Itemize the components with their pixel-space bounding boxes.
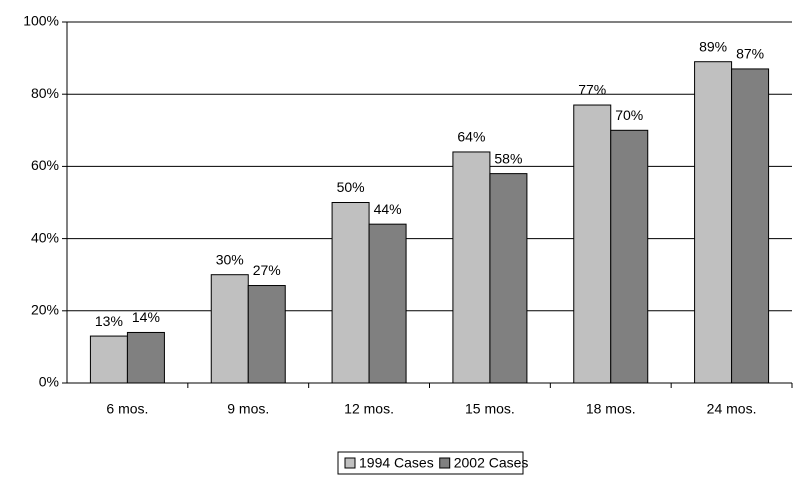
value-label: 30% [216,251,244,267]
x-tick-label: 15 mos. [465,401,515,417]
value-label: 58% [494,150,522,166]
x-tick-label: 18 mos. [586,401,636,417]
bar [331,202,370,384]
bar [126,331,165,384]
value-label: 13% [95,313,123,329]
x-tick-label: 6 mos. [106,401,148,417]
bar [210,274,249,384]
bar [610,129,649,384]
y-tick-label: 40% [31,229,59,245]
y-tick-label: 80% [31,85,59,101]
y-tick-label: 20% [31,302,59,318]
value-label: 87% [736,46,764,62]
bar [89,335,128,384]
legend-swatch [344,457,356,469]
x-tick-label: 24 mos. [707,401,757,417]
bar [368,223,407,384]
x-tick-label: 12 mos. [344,401,394,417]
x-tick-label: 9 mos. [227,401,269,417]
y-tick-label: 0% [39,374,59,390]
bar [489,173,528,384]
bar [731,68,770,384]
value-label: 77% [578,82,606,98]
legend-label: 2002 Cases [454,455,529,471]
value-label: 44% [374,201,402,217]
value-label: 50% [337,179,365,195]
bar [452,151,491,384]
y-tick-label: 60% [31,157,59,173]
legend-label: 1994 Cases [359,455,434,471]
y-tick-label: 100% [23,13,59,29]
value-label: 89% [699,38,727,54]
bar [573,104,612,384]
legend-box [337,451,524,475]
value-label: 64% [457,129,485,145]
value-label: 70% [615,107,643,123]
legend-swatch [439,457,451,469]
bar [694,61,733,384]
value-label: 14% [132,309,160,325]
value-label: 27% [253,262,281,278]
bar [247,285,286,384]
